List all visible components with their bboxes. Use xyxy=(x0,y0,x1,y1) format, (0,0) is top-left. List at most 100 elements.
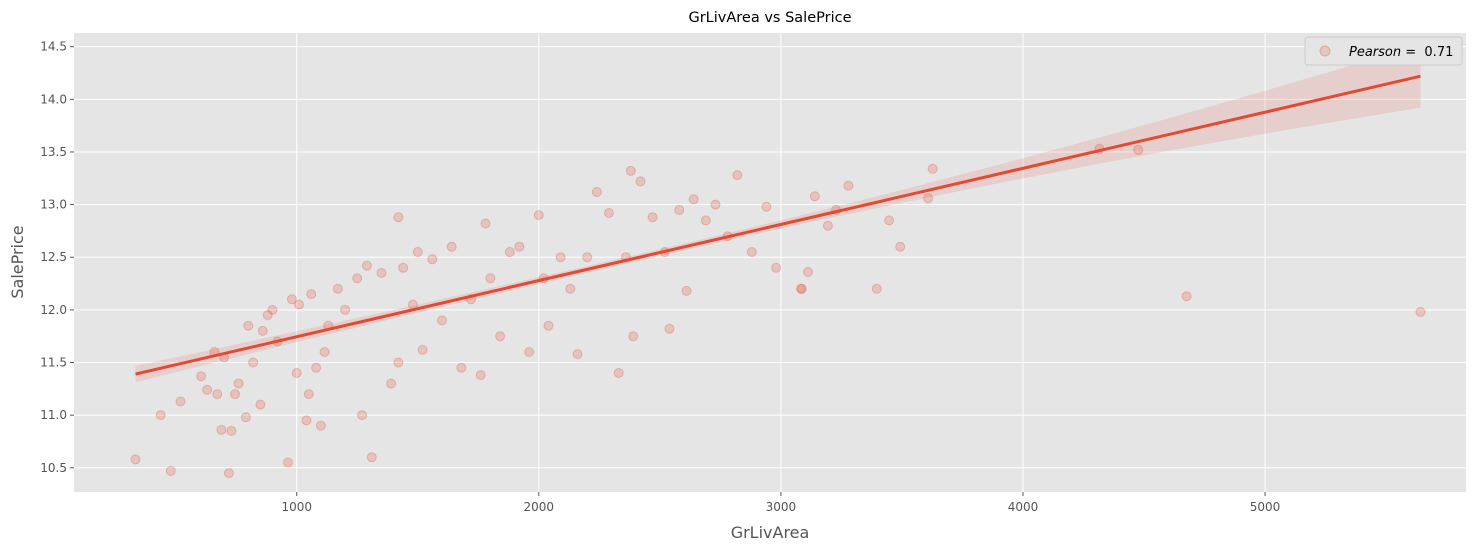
scatter-point xyxy=(130,454,141,465)
legend-label-suffix: = 0.71 xyxy=(1401,45,1453,60)
scatter-point xyxy=(635,176,646,187)
scatter-point xyxy=(393,357,404,368)
scatter-point xyxy=(332,283,343,294)
scatter-point xyxy=(504,247,515,257)
scatter-point xyxy=(165,465,176,476)
scatter-point xyxy=(417,344,428,355)
scatter-point xyxy=(572,349,583,360)
scatter-point xyxy=(202,384,213,395)
scatter-point xyxy=(311,362,322,373)
scatter-point xyxy=(283,457,293,468)
x-axis-label: GrLivArea xyxy=(731,523,810,542)
scatter-point xyxy=(303,389,314,400)
y-tick-label: 12.0 xyxy=(40,303,67,317)
scatter-point xyxy=(895,241,906,252)
y-tick-label: 10.5 xyxy=(40,461,67,475)
y-axis-label: SalePrice xyxy=(8,225,27,298)
scatter-point xyxy=(398,262,409,273)
scatter-point xyxy=(223,468,234,479)
scatter-point xyxy=(306,289,317,300)
scatter-point xyxy=(674,204,685,215)
scatter-point xyxy=(884,215,895,226)
x-tick-label: 3000 xyxy=(766,500,797,514)
scatter-point xyxy=(257,325,268,336)
scatter-point xyxy=(927,163,938,174)
scatter-point xyxy=(294,299,305,310)
y-tick-label: 13.5 xyxy=(40,145,67,159)
scatter-point xyxy=(604,208,614,218)
scatter-point xyxy=(796,283,806,294)
scatter-point xyxy=(412,247,423,257)
x-tick-label: 5000 xyxy=(1250,500,1281,514)
scatter-point xyxy=(582,252,593,263)
scatter-point xyxy=(393,212,404,223)
scatter-point xyxy=(746,247,757,257)
scatter-point xyxy=(495,331,506,342)
x-axis-ticks: 1000 2000 3000 4000 5000 xyxy=(281,492,1280,514)
scatter-point xyxy=(243,320,254,331)
scatter-point xyxy=(233,378,244,389)
scatter-point xyxy=(923,193,934,204)
scatter-point xyxy=(196,371,207,382)
scatter-point xyxy=(340,304,351,315)
scatter-point xyxy=(255,399,266,410)
y-axis-ticks: 10.5 11.0 11.5 12.0 12.5 13.0 13.5 14.0 14.5 xyxy=(40,40,74,475)
scatter-point xyxy=(625,165,636,176)
scatter-point xyxy=(175,396,186,407)
x-tick-label: 1000 xyxy=(281,500,312,514)
grid-lines xyxy=(74,33,1466,492)
y-tick-label: 13.0 xyxy=(40,198,67,212)
scatter-point xyxy=(514,241,525,252)
scatter-point xyxy=(843,180,854,191)
confidence-band xyxy=(135,44,1421,383)
scatter-point xyxy=(155,410,166,421)
scatter-point xyxy=(871,283,882,294)
scatter-point xyxy=(803,267,813,277)
regression-line xyxy=(135,74,1421,376)
scatter-point xyxy=(543,320,554,331)
chart-title: GrLivArea vs SalePrice xyxy=(688,10,851,26)
x-tick-label: 4000 xyxy=(1008,500,1039,514)
scatter-point xyxy=(796,283,807,294)
scatter-point xyxy=(240,412,251,423)
scatter-point xyxy=(1181,291,1192,302)
scatter-point xyxy=(386,378,397,389)
scatter-point xyxy=(771,262,782,273)
scatter-point xyxy=(230,389,240,400)
scatter-point xyxy=(212,389,223,400)
y-tick-label: 11.0 xyxy=(40,408,67,422)
scatter-point xyxy=(357,410,368,421)
scatter-point xyxy=(376,268,387,278)
legend-box xyxy=(1304,36,1463,66)
scatter-point xyxy=(688,194,699,205)
scatter-point xyxy=(555,252,566,263)
scatter-point xyxy=(437,315,447,326)
scatter-point xyxy=(700,215,711,226)
scatter-point xyxy=(267,304,278,315)
scatter-point xyxy=(456,362,467,373)
scatter-point xyxy=(809,191,820,202)
scatter-point xyxy=(366,452,377,463)
scatter-point xyxy=(664,323,675,334)
confidence-band-area xyxy=(135,44,1421,383)
scatter-point xyxy=(732,170,743,181)
scatter-point xyxy=(446,241,457,252)
scatter-point xyxy=(480,218,491,229)
scatter-point xyxy=(1415,307,1426,317)
scatter-point xyxy=(1133,144,1144,155)
y-tick-label: 14.5 xyxy=(40,40,67,54)
scatter-point xyxy=(710,199,721,210)
regression-line-group xyxy=(135,74,1421,376)
y-tick-label: 11.5 xyxy=(40,356,67,370)
scatter-point xyxy=(485,273,496,284)
legend: Pearson = 0.71 xyxy=(1304,36,1463,66)
scatter-point xyxy=(262,310,273,321)
scatter-point xyxy=(226,425,237,436)
y-tick-label: 12.5 xyxy=(40,250,67,264)
scatter-point xyxy=(591,187,602,197)
legend-label: Pearson = 0.71 xyxy=(1349,45,1453,60)
scatter-point xyxy=(352,273,363,284)
scatter-point xyxy=(248,357,259,368)
scatter-point xyxy=(361,260,372,271)
